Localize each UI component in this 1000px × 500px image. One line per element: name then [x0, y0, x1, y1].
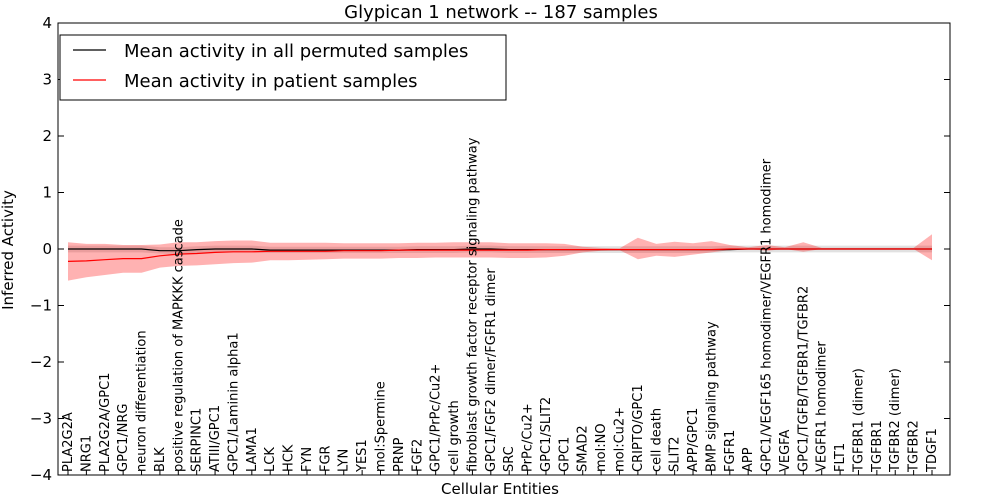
y-tick-label: 1 [42, 184, 52, 202]
x-axis-label: Cellular Entities [441, 480, 559, 498]
x-category-label: PrPc/Cu2+ [521, 403, 536, 472]
x-category-label: neuron differentiation [135, 330, 150, 472]
y-tick-label: −4 [30, 466, 52, 484]
x-category-label: LAMA1 [245, 427, 260, 472]
x-category-label: FGF2 [410, 439, 425, 472]
x-category-label: cell growth [447, 400, 462, 472]
x-category-label: cell death [649, 408, 664, 472]
x-category-label: PLA2G2A [61, 412, 76, 472]
x-category-label: SERPINC1 [190, 408, 205, 472]
legend: Mean activity in all permuted samples Me… [59, 34, 507, 101]
y-tick-label: 4 [42, 14, 52, 32]
x-category-label: FGR [318, 445, 333, 472]
x-category-label: TGFBR1 [870, 420, 885, 473]
x-category-label: GPC1/VEGF165 homodimer/VEGFR1 homodimer [760, 158, 775, 472]
x-category-label: GPC1/SLIT2 [539, 397, 554, 472]
legend-label-patient: Mean activity in patient samples [124, 71, 418, 92]
x-category-label: SMAD2 [576, 425, 591, 472]
x-category-label: BMP signaling pathway [704, 321, 719, 472]
band-patient [68, 234, 932, 281]
y-tick-label: 3 [42, 71, 52, 89]
x-category-label: HCK [282, 444, 297, 472]
x-category-label: PLA2G2A/GPC1 [98, 373, 113, 472]
x-category-label: VEGFA [778, 430, 793, 472]
x-category-label: GPC1/Laminin alpha1 [226, 332, 241, 472]
x-category-label: APP [741, 447, 756, 472]
x-category-label: mol:Spermine [374, 381, 389, 472]
x-category-label: TGFBR2 (dimer) [888, 368, 903, 473]
x-category-label: FYN [300, 447, 315, 472]
x-axis-categories: PLA2G2A NRG1 PLA2G2A/GPC1 GPC1/NRG neuron di… [61, 137, 940, 475]
x-category-label: GPC1/NRG [116, 404, 131, 472]
x-category-label: positive regulation of MAPKKK cascade [171, 219, 186, 472]
x-category-label: NRG1 [79, 435, 94, 472]
x-category-label: GPC1/FGF2 dimer/FGFR1 dimer [484, 268, 499, 472]
legend-label-permuted: Mean activity in all permuted samples [124, 41, 468, 62]
x-category-label: GPC1/PrPc/Cu2+ [429, 364, 444, 472]
y-tick-label: −2 [30, 353, 52, 371]
x-category-label: FLT1 [833, 443, 848, 472]
x-category-label: fibroblast growth factor receptor signal… [465, 137, 480, 472]
x-category-label: LYN [337, 449, 352, 472]
x-category-label: APP/GPC1 [686, 408, 701, 472]
legend-box [59, 34, 507, 101]
confidence-bands [68, 234, 932, 281]
chart-title: Glypican 1 network -- 187 samples [344, 2, 658, 23]
x-category-label: TGFBR1 (dimer) [852, 368, 867, 473]
x-category-label: GPC1/TGFB/TGFBR1/TGFBR2 [796, 286, 811, 472]
x-category-label: mol:Cu2+ [613, 407, 628, 472]
x-category-label: ATIII/GPC1 [208, 405, 223, 472]
line-patient-mean [67, 248, 932, 262]
x-category-label: FGFR1 [723, 430, 738, 472]
series-lines [67, 248, 932, 262]
y-axis-ticks: −4 −3 −2 −1 0 1 2 3 4 [30, 14, 950, 484]
y-tick-label: −1 [30, 297, 52, 315]
x-category-label: LCK [263, 447, 278, 472]
x-category-label: SLIT2 [668, 436, 683, 472]
x-category-label: PRNP [392, 437, 407, 472]
x-category-label: TGFBR2 [907, 420, 922, 473]
x-category-label: VEGFR1 homodimer [815, 341, 830, 472]
y-tick-label: −3 [30, 410, 52, 428]
x-category-label: SRC [502, 446, 517, 472]
x-category-label: BLK [153, 447, 168, 472]
x-category-label: mol:NO [594, 423, 609, 472]
x-category-label: CRIPTO/GPC1 [631, 384, 646, 472]
x-category-label: YES1 [355, 439, 370, 473]
x-category-label: GPC1 [557, 437, 572, 472]
y-tick-label: 2 [42, 127, 52, 145]
y-axis-label: Inferred Activity [0, 190, 17, 310]
y-tick-label: 0 [42, 240, 52, 258]
x-category-label: TDGF1 [925, 428, 940, 473]
